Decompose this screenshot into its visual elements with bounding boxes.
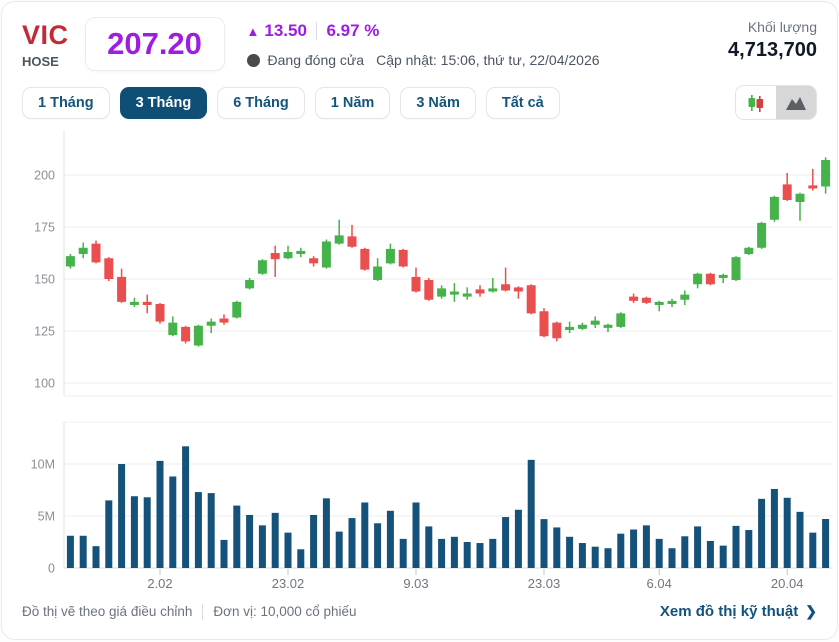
change-divider bbox=[315, 22, 318, 40]
svg-text:23.02: 23.02 bbox=[272, 576, 305, 591]
candlestick-view-button[interactable] bbox=[736, 86, 776, 119]
svg-text:10M: 10M bbox=[31, 458, 55, 472]
area-view-button[interactable] bbox=[776, 86, 816, 119]
change-row: ▲ 13.50 6.97 % bbox=[247, 21, 600, 41]
chevron-right-icon: ❯ bbox=[805, 603, 817, 619]
tab-6-thang[interactable]: 6 Tháng bbox=[217, 86, 305, 119]
exchange-label: HOSE bbox=[22, 54, 59, 69]
footer: Đồ thị vẽ theo giá điều chỉnh Đơn vị: 10… bbox=[2, 603, 837, 620]
symbol-block: VIC HOSE bbox=[22, 17, 69, 69]
chart-view-toggle bbox=[735, 85, 817, 120]
change-value: 13.50 bbox=[264, 21, 307, 40]
change-status-block: ▲ 13.50 6.97 % Đang đóng cửa Cập nhật: 1… bbox=[246, 17, 600, 68]
footer-note-unit: Đơn vị: 10,000 cổ phiếu bbox=[213, 604, 357, 619]
svg-text:175: 175 bbox=[34, 221, 55, 235]
candles-group bbox=[65, 157, 831, 347]
chart-area: 200 175 150 125 100 10M 5M 0 2.02 23.02 9.03 23.03 6… bbox=[2, 120, 837, 603]
svg-text:6.04: 6.04 bbox=[647, 576, 672, 591]
current-price: 207.20 bbox=[107, 26, 202, 61]
svg-text:2.02: 2.02 bbox=[147, 576, 172, 591]
area-chart-icon bbox=[786, 96, 806, 110]
up-arrow-icon: ▲ bbox=[246, 23, 260, 39]
candlestick-chart-icon bbox=[748, 94, 764, 112]
svg-text:9.03: 9.03 bbox=[403, 576, 428, 591]
price-volume-chart[interactable]: 200 175 150 125 100 10M 5M 0 2.02 23.02 9.03 23.03 6… bbox=[2, 120, 838, 598]
technical-chart-link[interactable]: Xem đồ thị kỹ thuật ❯ bbox=[660, 603, 817, 620]
svg-text:125: 125 bbox=[34, 325, 55, 339]
tab-1-thang[interactable]: 1 Tháng bbox=[22, 86, 110, 119]
tab-3-thang[interactable]: 3 Tháng bbox=[119, 86, 208, 119]
volume-block: Khối lượng 4,713,700 bbox=[728, 17, 817, 62]
footer-divider bbox=[202, 603, 204, 620]
svg-text:200: 200 bbox=[34, 169, 55, 183]
grid-lines bbox=[63, 130, 833, 569]
last-updated: Cập nhật: 15:06, thứ tư, 22/04/2026 bbox=[376, 52, 600, 68]
volume-value: 4,713,700 bbox=[728, 39, 817, 61]
range-tabs: 1 Tháng 3 Tháng 6 Tháng 1 Năm 3 Năm Tất … bbox=[2, 85, 837, 120]
svg-text:23.03: 23.03 bbox=[528, 576, 561, 591]
stock-symbol: VIC bbox=[22, 20, 69, 50]
svg-text:20.04: 20.04 bbox=[771, 576, 804, 591]
change-percent: 6.97 % bbox=[326, 21, 380, 40]
axis-labels: 200 175 150 125 100 10M 5M 0 2.02 23.02 9.03 23.03 6… bbox=[31, 169, 804, 592]
status-row: Đang đóng cửa Cập nhật: 15:06, thứ tư, 2… bbox=[246, 52, 600, 68]
footer-note-adjusted: Đồ thị vẽ theo giá điều chỉnh bbox=[22, 604, 193, 619]
technical-chart-link-label: Xem đồ thị kỹ thuật bbox=[659, 603, 799, 620]
header: VIC HOSE 207.20 ▲ 13.50 6.97 % Đang đóng… bbox=[2, 2, 837, 71]
svg-text:100: 100 bbox=[34, 377, 55, 391]
market-status-dot-icon bbox=[246, 53, 260, 67]
tab-3-nam[interactable]: 3 Năm bbox=[400, 86, 476, 119]
volume-bars-group bbox=[66, 446, 830, 568]
svg-text:5M: 5M bbox=[38, 510, 55, 524]
market-status: Đang đóng cửa bbox=[267, 52, 365, 68]
volume-label: Khối lượng bbox=[747, 19, 817, 35]
svg-text:0: 0 bbox=[48, 562, 55, 576]
price-box: 207.20 bbox=[84, 17, 225, 71]
tab-tat-ca[interactable]: Tất cả bbox=[485, 86, 560, 119]
svg-text:150: 150 bbox=[34, 273, 55, 287]
tab-1-nam[interactable]: 1 Năm bbox=[314, 86, 391, 119]
